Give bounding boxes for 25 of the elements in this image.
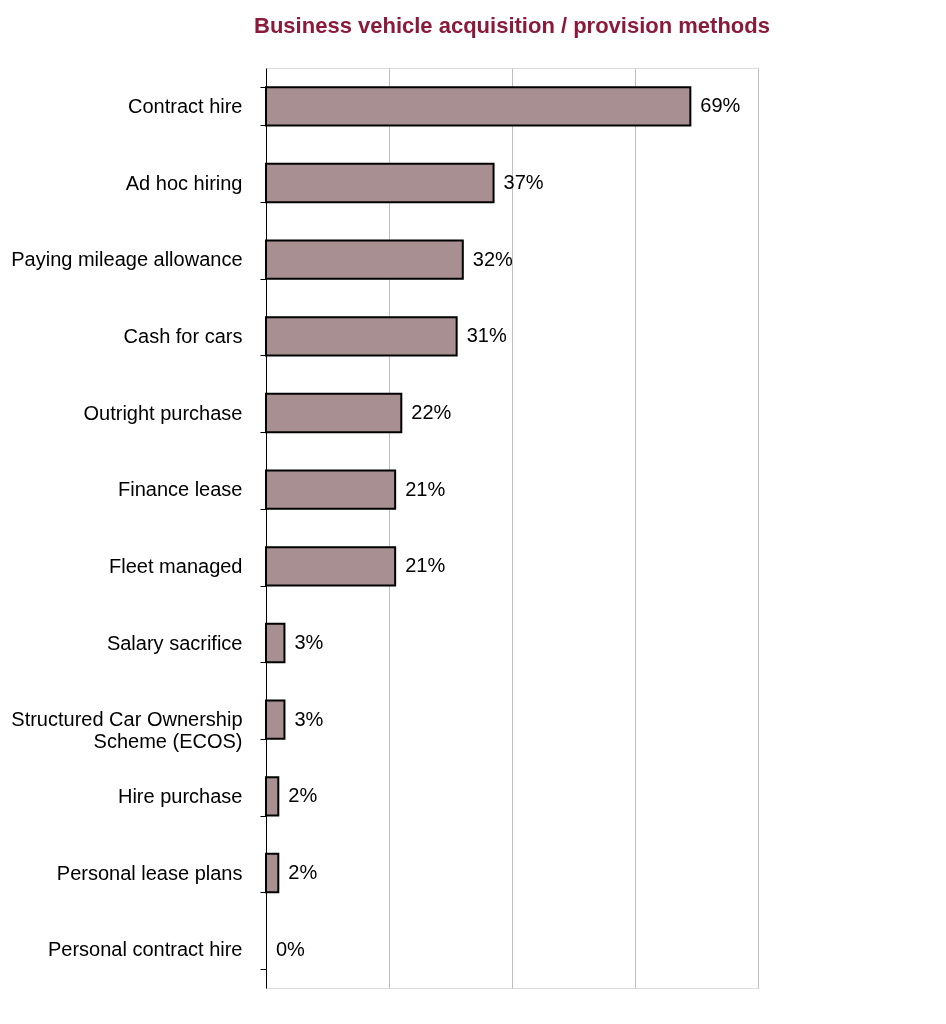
chart-title: Business vehicle acquisition / provision methods [254, 13, 770, 38]
data-label: 32% [472, 247, 514, 270]
data-label: 31% [466, 324, 507, 347]
y-tick-label: Salary sacrifice [106, 631, 243, 654]
data-label: 21% [405, 477, 446, 500]
data-label: 21% [405, 554, 446, 577]
data-label: 37% [503, 171, 544, 193]
y-tick-label: Cash for cars [123, 324, 243, 347]
y-tick-label: Ad hoc hiring [125, 171, 243, 194]
data-label: 2% [288, 784, 318, 807]
y-tick-label: Paying mileage allowance [11, 248, 243, 271]
y-tick-label: Hire purchase [117, 784, 243, 807]
data-label: 22% [411, 401, 452, 423]
data-label: 2% [288, 861, 318, 883]
y-tick-label: Personal lease plans [56, 861, 243, 884]
y-tick-label: Structured Car Ownership Scheme (ECOS) [11, 708, 243, 753]
data-label: 69% [700, 94, 741, 117]
data-label: 0% [276, 937, 306, 960]
data-label: 3% [294, 631, 324, 653]
data-label: 3% [294, 707, 324, 730]
y-tick-label: Finance lease [117, 478, 243, 501]
y-tick-label: Outright purchase [83, 401, 243, 424]
y-tick-label: Contract hire [128, 94, 243, 117]
y-tick-label: Fleet managed [109, 554, 243, 577]
y-tick-label: Personal contract hire [47, 938, 243, 961]
